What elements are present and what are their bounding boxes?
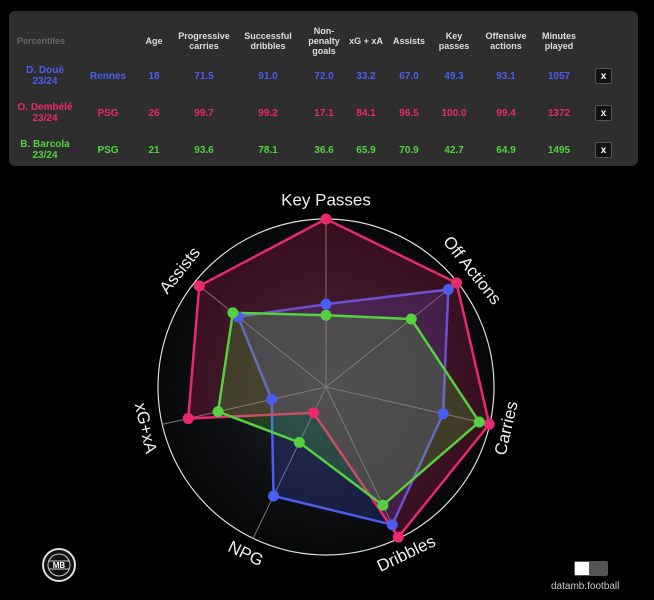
cell-age: 21 [148, 144, 160, 156]
axis-label: Carries [491, 399, 522, 457]
logo-text: MB [53, 561, 66, 570]
data-point-0-1 [442, 283, 454, 295]
cell-xgxa: 33.2 [356, 70, 376, 82]
radar-spoke [325, 281, 458, 388]
header-offactions: Offensive actions [485, 31, 527, 51]
cell-xgxa: 84.1 [356, 107, 376, 119]
cell-npg: 17.1 [314, 107, 334, 119]
data-point-0-2 [437, 408, 449, 420]
mb-logo-icon: MB [47, 553, 71, 577]
data-point-1-3 [392, 531, 404, 543]
series-area-1 [187, 217, 491, 539]
cell-offactions: 93.1 [496, 70, 516, 82]
percentiles-table: Percentiles Age Progressive carries Succ… [9, 11, 638, 166]
cell-npg: 36.6 [314, 144, 334, 156]
header-xgxa: xG + xA [349, 36, 383, 46]
cell-age: 26 [148, 107, 160, 119]
radar-spoke [325, 386, 490, 425]
radar-spoke [325, 386, 400, 539]
data-point-0-3 [386, 519, 398, 531]
mb-logo: MB [42, 548, 76, 582]
data-point-1-6 [193, 280, 205, 292]
cell-dribbles: 99.2 [258, 107, 278, 119]
data-point-1-5 [182, 412, 194, 424]
data-point-2-4 [293, 436, 305, 448]
cell-dribbles: 78.1 [258, 144, 278, 156]
cell-carries: 99.7 [194, 107, 214, 119]
cell-team: PSG [97, 144, 119, 156]
cell-xgxa: 65.9 [356, 144, 376, 156]
data-point-2-0 [320, 309, 332, 321]
credit-text: datamb.football [551, 581, 620, 592]
cell-team: PSG [97, 107, 119, 119]
cell-keypasses: 49.3 [444, 70, 464, 82]
header-keypasses: Key passes [438, 31, 470, 51]
toggle-knob[interactable] [575, 562, 589, 575]
header-age: Age [145, 36, 163, 46]
data-point-0-4 [268, 490, 280, 502]
remove-player-button[interactable]: x [595, 68, 612, 84]
remove-player-button[interactable]: x [595, 142, 612, 158]
series-area-0 [236, 288, 450, 526]
cell-age: 18 [148, 70, 160, 82]
radar-spoke [194, 281, 327, 388]
header-percentiles: Percentiles [17, 36, 66, 46]
header-npg: Non-penalty goals [308, 26, 340, 56]
data-point-1-1 [451, 277, 463, 289]
cell-offactions: 99.4 [496, 107, 516, 119]
data-point-1-0 [320, 213, 332, 225]
cell-minutes: 1372 [547, 107, 571, 119]
cell-keypasses: 42.7 [444, 144, 464, 156]
cell-offactions: 64.9 [496, 144, 516, 156]
data-point-2-3 [377, 499, 389, 511]
theme-toggle[interactable] [574, 561, 608, 576]
series-area-2 [216, 311, 481, 507]
cell-player: D. Douè 23/24 [26, 65, 64, 87]
cell-minutes: 1057 [547, 70, 571, 82]
header-assists: Assists [392, 36, 426, 46]
header-carries: Progressive carries [178, 31, 230, 51]
cell-assists: 96.5 [399, 107, 419, 119]
cell-npg: 72.0 [314, 70, 334, 82]
cell-team: Rennes [89, 70, 127, 82]
data-point-1-2 [483, 418, 495, 430]
axis-label: xG+xA [131, 401, 161, 456]
data-point-0-0 [320, 298, 332, 310]
data-point-2-1 [405, 313, 417, 325]
header-dribbles: Successful dribbles [244, 31, 292, 51]
cell-assists: 70.9 [399, 144, 419, 156]
data-point-2-5 [212, 406, 224, 418]
cell-dribbles: 91.0 [258, 70, 278, 82]
cell-assists: 67.0 [399, 70, 419, 82]
header-minutes: Minutes played [541, 31, 576, 51]
remove-player-button[interactable]: x [595, 105, 612, 121]
cell-player: B. Barcola 23/24 [20, 139, 70, 161]
axis-label: Key Passes [281, 190, 371, 209]
cell-carries: 71.5 [194, 70, 214, 82]
data-point-2-2 [473, 416, 485, 428]
data-point-1-4 [308, 407, 320, 419]
cell-minutes: 1495 [547, 144, 571, 156]
cell-carries: 93.6 [194, 144, 214, 156]
data-point-0-5 [266, 393, 278, 405]
cell-keypasses: 100.0 [441, 107, 467, 119]
cell-player: O. Dembélé 23/24 [17, 102, 73, 124]
data-point-2-6 [227, 307, 239, 319]
